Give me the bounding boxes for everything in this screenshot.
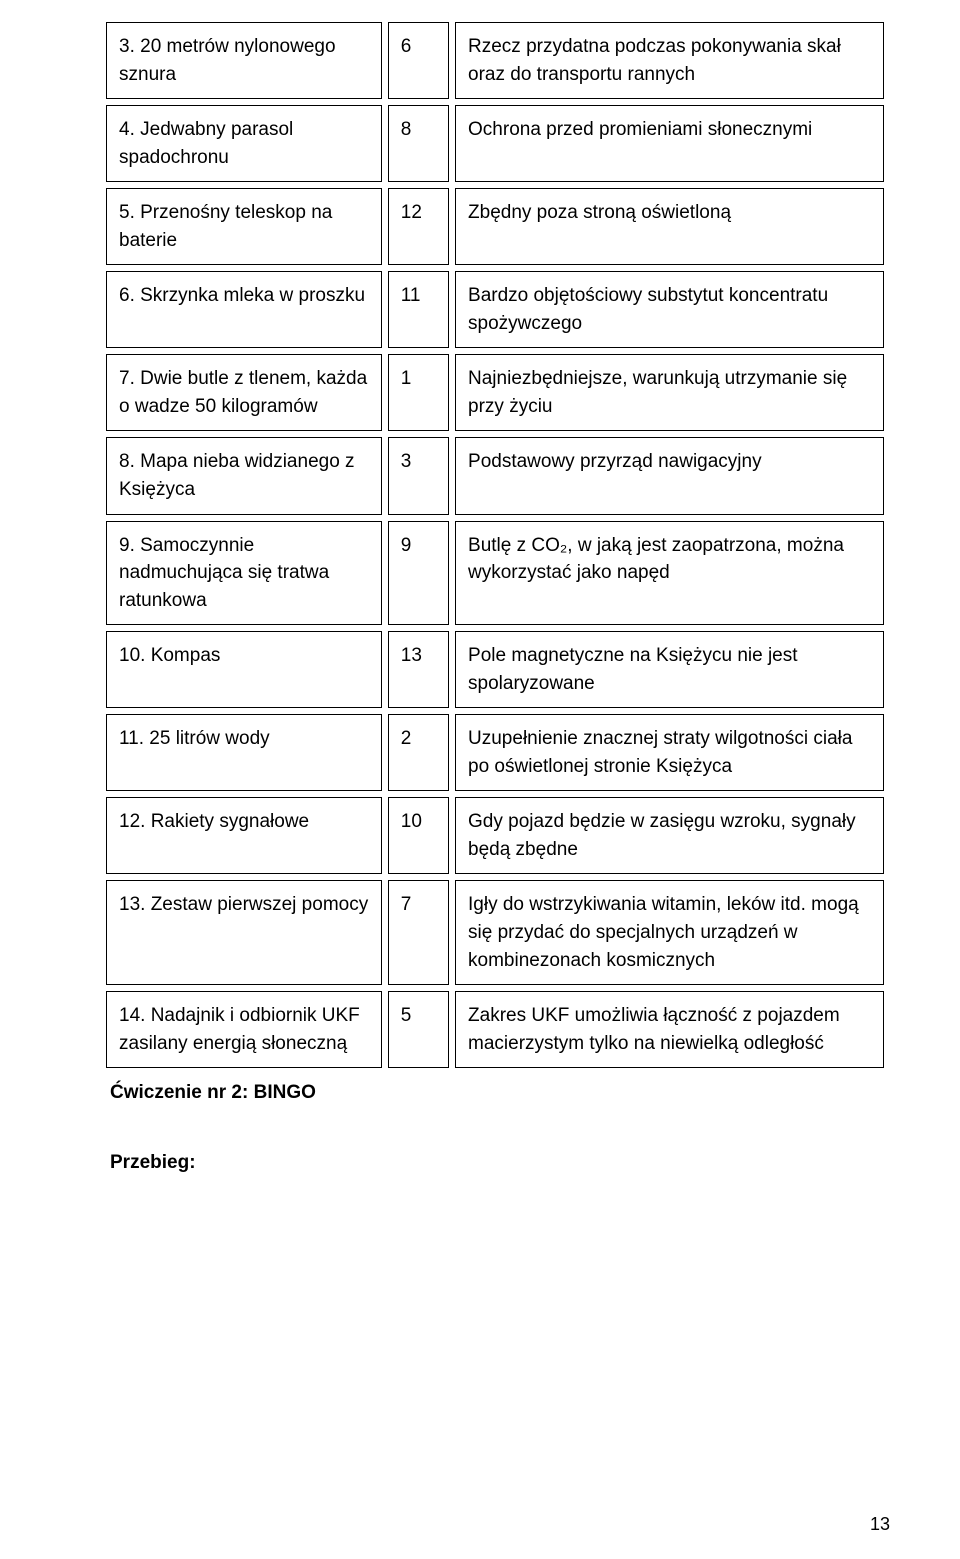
table-row: 5. Przenośny teleskop na baterie 12 Zbęd…: [106, 188, 884, 265]
table-row: 6. Skrzynka mleka w proszku 11 Bardzo ob…: [106, 271, 884, 348]
table-row: 7. Dwie butle z tlenem, każda o wadze 50…: [106, 354, 884, 431]
run-label: Przebieg:: [110, 1152, 890, 1174]
cell-reason: Zakres UKF umożliwia łączność z pojazdem…: [455, 991, 884, 1068]
table-row: 8. Mapa nieba widzianego z Księżyca 3 Po…: [106, 437, 884, 514]
table-row: 3. 20 metrów nylonowego sznura 6 Rzecz p…: [106, 22, 884, 99]
cell-item: 6. Skrzynka mleka w proszku: [106, 271, 382, 348]
table-row: 9. Samoczynnie nadmuchująca się tratwa r…: [106, 521, 884, 626]
page: 3. 20 metrów nylonowego sznura 6 Rzecz p…: [0, 0, 960, 1559]
footer-labels: Ćwiczenie nr 2: BINGO Przebieg:: [100, 1082, 890, 1174]
cell-item: 8. Mapa nieba widzianego z Księżyca: [106, 437, 382, 514]
exercise-label: Ćwiczenie nr 2: BINGO: [110, 1082, 890, 1104]
table-row: 13. Zestaw pierwszej pomocy 7 Igły do ws…: [106, 880, 884, 985]
cell-reason: Najniezbędniejsze, warunkują utrzymanie …: [455, 354, 884, 431]
cell-item: 9. Samoczynnie nadmuchująca się tratwa r…: [106, 521, 382, 626]
cell-rank: 6: [388, 22, 449, 99]
cell-reason: Podstawowy przyrząd nawigacyjny: [455, 437, 884, 514]
cell-item: 14. Nadajnik i odbiornik UKF zasilany en…: [106, 991, 382, 1068]
cell-item: 7. Dwie butle z tlenem, każda o wadze 50…: [106, 354, 382, 431]
cell-item: 5. Przenośny teleskop na baterie: [106, 188, 382, 265]
cell-reason: Uzupełnienie znacznej straty wilgotności…: [455, 714, 884, 791]
cell-reason: Butlę z CO₂, w jaką jest zaopatrzona, mo…: [455, 521, 884, 626]
cell-rank: 1: [388, 354, 449, 431]
cell-rank: 2: [388, 714, 449, 791]
cell-item: 12. Rakiety sygnałowe: [106, 797, 382, 874]
page-number: 13: [870, 1514, 890, 1535]
table-row: 14. Nadajnik i odbiornik UKF zasilany en…: [106, 991, 884, 1068]
cell-reason: Rzecz przydatna podczas pokonywania skał…: [455, 22, 884, 99]
cell-rank: 11: [388, 271, 449, 348]
cell-rank: 10: [388, 797, 449, 874]
cell-rank: 9: [388, 521, 449, 626]
cell-item: 10. Kompas: [106, 631, 382, 708]
table-row: 12. Rakiety sygnałowe 10 Gdy pojazd będz…: [106, 797, 884, 874]
cell-reason: Zbędny poza stroną oświetloną: [455, 188, 884, 265]
cell-item: 4. Jedwabny parasol spadochronu: [106, 105, 382, 182]
cell-rank: 13: [388, 631, 449, 708]
cell-rank: 5: [388, 991, 449, 1068]
cell-reason: Bardzo objętościowy substytut koncentrat…: [455, 271, 884, 348]
cell-item: 3. 20 metrów nylonowego sznura: [106, 22, 382, 99]
cell-rank: 3: [388, 437, 449, 514]
table-row: 10. Kompas 13 Pole magnetyczne na Księży…: [106, 631, 884, 708]
cell-item: 13. Zestaw pierwszej pomocy: [106, 880, 382, 985]
table-body: 3. 20 metrów nylonowego sznura 6 Rzecz p…: [106, 22, 884, 1068]
cell-reason: Igły do wstrzykiwania witamin, leków itd…: [455, 880, 884, 985]
cell-rank: 12: [388, 188, 449, 265]
ranking-table: 3. 20 metrów nylonowego sznura 6 Rzecz p…: [100, 16, 890, 1074]
table-row: 11. 25 litrów wody 2 Uzupełnienie znaczn…: [106, 714, 884, 791]
cell-reason: Pole magnetyczne na Księżycu nie jest sp…: [455, 631, 884, 708]
table-row: 4. Jedwabny parasol spadochronu 8 Ochron…: [106, 105, 884, 182]
cell-rank: 8: [388, 105, 449, 182]
cell-rank: 7: [388, 880, 449, 985]
cell-reason: Ochrona przed promieniami słonecznymi: [455, 105, 884, 182]
cell-reason: Gdy pojazd będzie w zasięgu wzroku, sygn…: [455, 797, 884, 874]
cell-item: 11. 25 litrów wody: [106, 714, 382, 791]
